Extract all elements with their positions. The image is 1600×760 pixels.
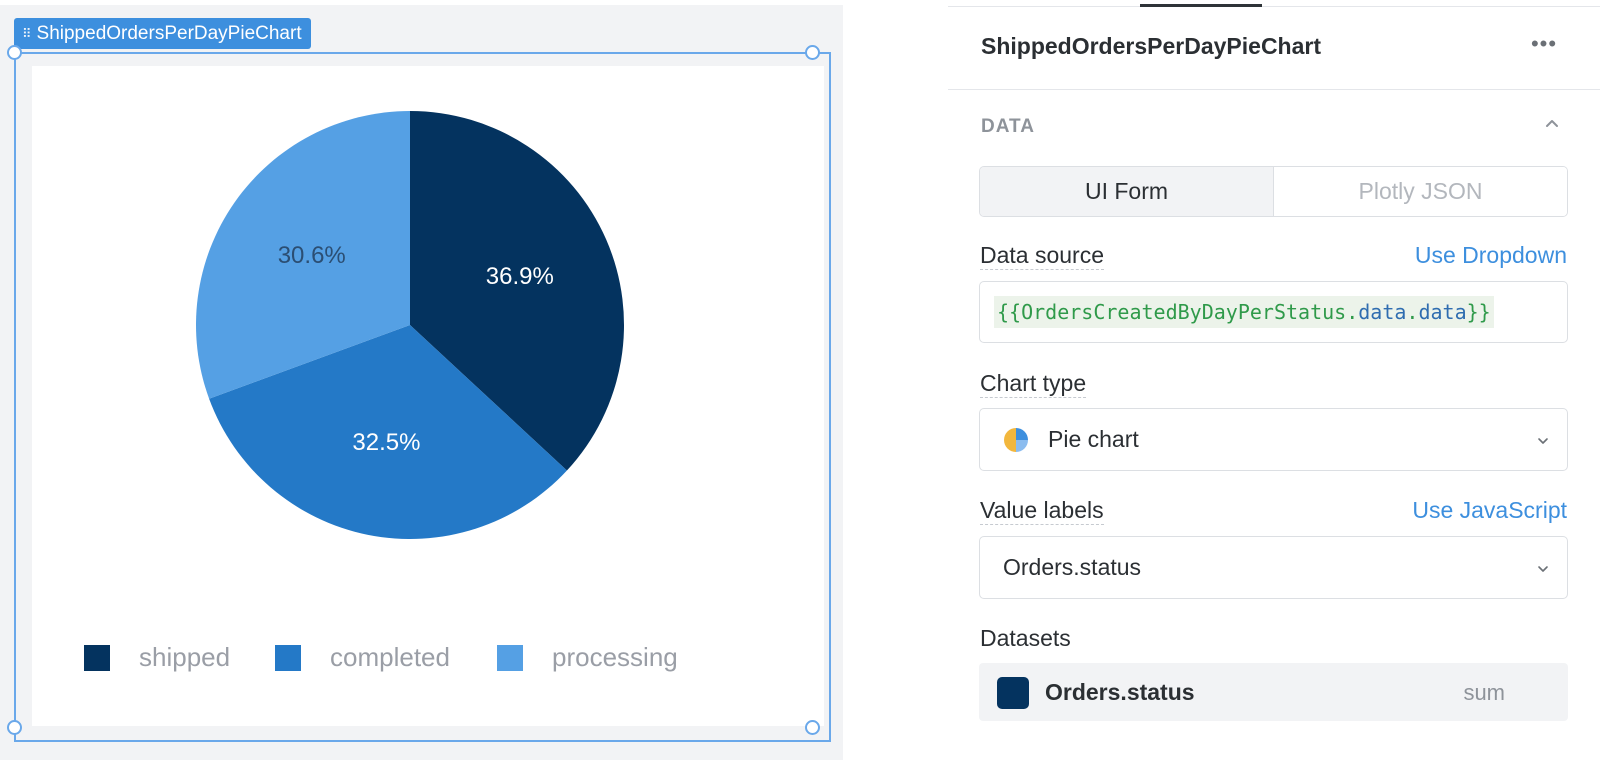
dataset-aggregation: sum (1463, 680, 1505, 705)
resize-handle-top-right[interactable] (805, 45, 820, 60)
pie-slice-completed[interactable] (209, 325, 567, 539)
datasets-label: Datasets (980, 625, 1071, 651)
tab-ui-form[interactable]: UI Form (980, 167, 1274, 216)
more-dots-icon[interactable]: ••• (1530, 31, 1558, 56)
pie-label-completed: 32.5% (352, 428, 421, 456)
mode-toggle: UI Form Plotly JSON (979, 166, 1568, 217)
dataset-row[interactable]: Orders.status sum (979, 663, 1568, 721)
resize-handle-bottom-right[interactable] (805, 720, 820, 735)
property-panel: ShippedOrdersPerDayPieChart ••• DATA UI … (948, 0, 1600, 760)
chevron-up-icon[interactable] (1542, 114, 1562, 134)
resize-handle-bottom-left[interactable] (7, 720, 22, 735)
use-javascript-link[interactable]: Use JavaScript (1412, 497, 1567, 523)
pie-chart (196, 111, 624, 539)
value-labels-select[interactable]: Orders.status (979, 536, 1568, 599)
tab-plotly-json[interactable]: Plotly JSON (1274, 167, 1567, 216)
pie-label-shipped: 36.9% (485, 263, 554, 291)
pie-chart-icon (1004, 428, 1028, 452)
chart-type-select[interactable]: Pie chart (979, 408, 1568, 471)
widget-selection-outline (14, 52, 831, 742)
section-title: DATA (981, 116, 1035, 137)
data-source-label: Data source (980, 242, 1105, 270)
data-source-input[interactable]: {{OrdersCreatedByDayPerStatus.data.data}… (979, 281, 1568, 343)
data-source-binding: {{OrdersCreatedByDayPerStatus.data.data}… (994, 296, 1494, 328)
panel-title: ShippedOrdersPerDayPieChart (981, 33, 1322, 59)
drag-handle-icon[interactable]: ⠿ (22, 26, 31, 41)
dataset-color-swatch[interactable] (997, 677, 1029, 709)
value-labels-value: Orders.status (1003, 554, 1142, 580)
dataset-name: Orders.status (1045, 679, 1195, 705)
panel-top-divider (948, 6, 1600, 7)
pie-slice-processing[interactable] (196, 111, 410, 399)
widget-name-tag[interactable]: ⠿ ShippedOrdersPerDayPieChart (14, 18, 311, 49)
chevron-down-icon (1538, 566, 1548, 572)
active-tab-indicator (1140, 4, 1262, 7)
value-labels-label: Value labels (980, 497, 1104, 525)
chart-type-value: Pie chart (1048, 426, 1139, 452)
widget-name-label: ShippedOrdersPerDayPieChart (36, 23, 302, 44)
panel-divider (948, 89, 1600, 90)
chevron-down-icon (1538, 438, 1548, 444)
use-dropdown-link[interactable]: Use Dropdown (1414, 242, 1567, 268)
resize-handle-top-left[interactable] (7, 45, 22, 60)
pie-label-processing: 30.6% (277, 242, 346, 270)
chart-type-label: Chart type (980, 370, 1087, 398)
pie-slice-shipped[interactable] (410, 111, 624, 471)
